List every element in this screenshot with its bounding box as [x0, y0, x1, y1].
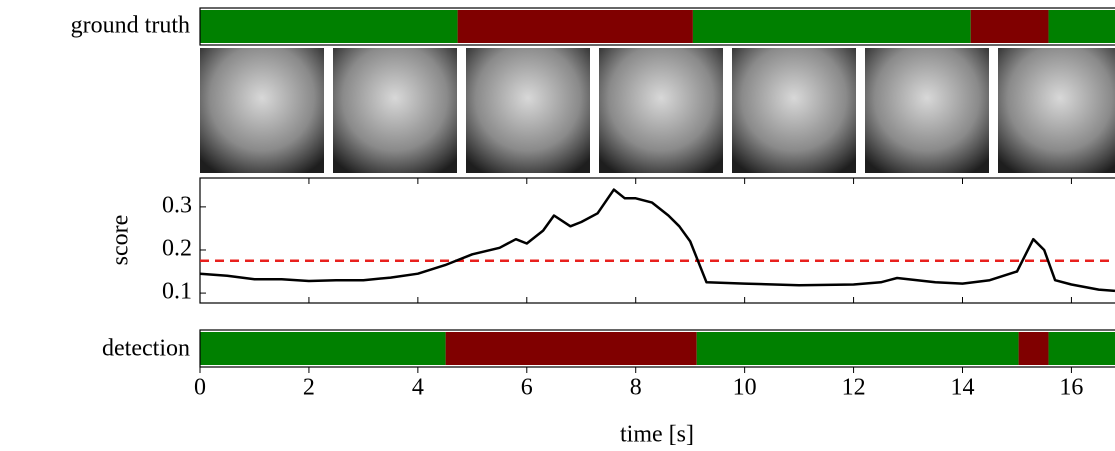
x-tick-label: 6	[521, 375, 533, 401]
thumbnail	[732, 48, 856, 173]
segment	[200, 332, 446, 365]
segment	[692, 10, 971, 43]
segment	[200, 10, 458, 43]
x-tick-label: 4	[412, 375, 424, 401]
strip-frame	[199, 329, 1115, 368]
y-tick-label: 0.3	[162, 192, 192, 218]
row-label: detection	[102, 336, 190, 362]
thumbnail	[466, 48, 590, 173]
segment	[1018, 332, 1049, 365]
thumbnail	[200, 48, 324, 173]
row-label: ground truth	[71, 13, 190, 39]
x-tick-label: 8	[630, 375, 642, 401]
y-axis-label: score	[108, 215, 134, 266]
y-tick-label: 0.2	[162, 235, 192, 261]
x-axis-label: time [s]	[620, 422, 694, 448]
segment	[1048, 10, 1115, 43]
x-tick-label: 14	[951, 375, 975, 401]
segment	[696, 332, 1019, 365]
y-tick-label: 0.1	[162, 279, 192, 305]
thumbnail	[333, 48, 457, 173]
thumbnail	[865, 48, 989, 173]
score-line	[199, 188, 1115, 293]
x-tick-label: 10	[733, 375, 757, 401]
segment	[445, 332, 697, 365]
plot-frame	[199, 177, 1115, 304]
thumbnails	[200, 48, 1115, 173]
segment	[1048, 332, 1115, 365]
thumbnail	[599, 48, 723, 173]
thumbnail	[998, 48, 1115, 173]
x-tick-label: 2	[303, 375, 315, 401]
x-tick-label: 0	[194, 375, 206, 401]
x-tick-label: 16	[1059, 375, 1083, 401]
segment	[457, 10, 693, 43]
strip-frame	[199, 7, 1115, 46]
segment	[970, 10, 1049, 43]
x-tick-label: 12	[842, 375, 866, 401]
